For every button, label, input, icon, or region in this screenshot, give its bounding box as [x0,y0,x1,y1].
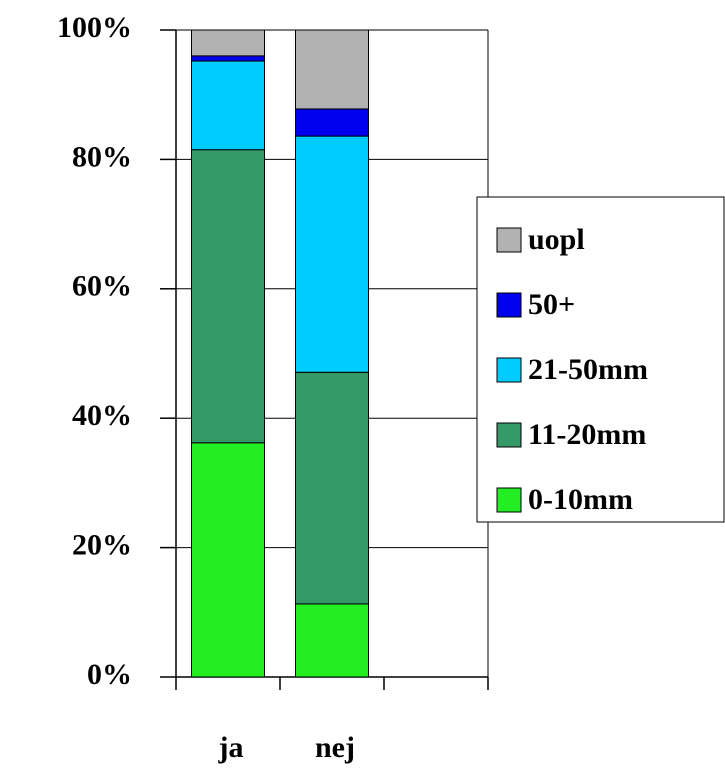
legend-swatch [496,292,522,318]
x-tick-label: ja [218,731,244,764]
legend-swatch [496,487,522,513]
bar-segment [191,29,265,57]
bar-segment [295,135,369,373]
bar-segment [191,60,265,151]
y-tick-label: 0% [87,658,132,691]
legend-label: 0-10mm [528,483,633,516]
y-tick-label: 60% [72,270,132,303]
legend-swatch [496,227,522,253]
legend-swatch [496,357,522,383]
bar-segment [295,371,369,605]
bar-segment [191,442,265,678]
legend-label: 50+ [528,288,575,321]
bar-segment [191,149,265,444]
y-tick-label: 80% [72,140,132,173]
y-tick-label: 100% [57,11,132,44]
bar-segment [295,108,369,137]
bar-segment [295,603,369,678]
legend-label: 21-50mm [528,353,648,386]
legend-label: uopl [528,223,585,256]
legend-label: 11-20mm [528,418,646,451]
x-tick-label: nej [315,731,355,764]
y-tick-label: 40% [72,399,132,432]
bar-segment [191,55,265,62]
bar-segment [295,29,369,110]
y-tick-label: 20% [72,528,132,561]
legend-swatch [496,422,522,448]
